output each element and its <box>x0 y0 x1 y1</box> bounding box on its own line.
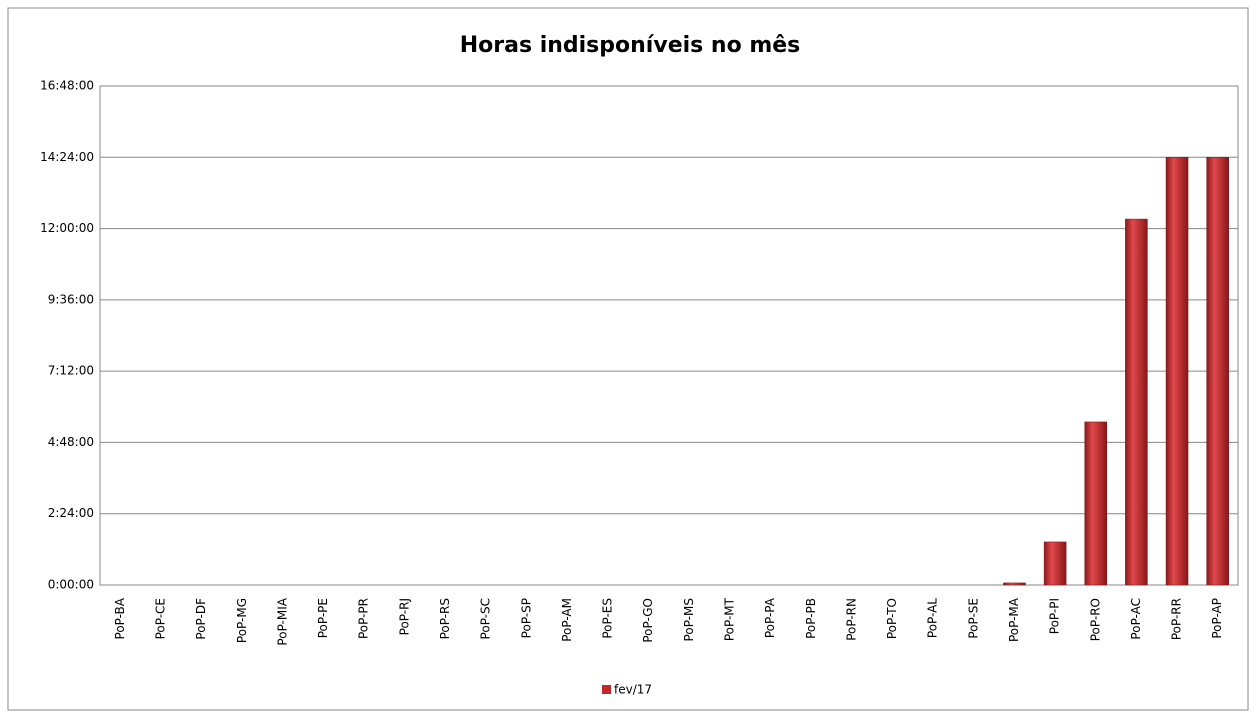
x-tick-label: PoP-MG <box>235 598 249 643</box>
bar <box>1084 421 1107 586</box>
x-tick-label: PoP-ES <box>601 598 615 639</box>
x-tick-label: PoP-BA <box>113 597 127 639</box>
x-tick-label: PoP-PB <box>804 598 818 639</box>
x-tick-label: PoP-SC <box>479 598 493 639</box>
y-tick-label: 9:36:00 <box>48 292 94 306</box>
legend-label: fev/17 <box>614 683 652 697</box>
y-tick-label: 0:00:00 <box>48 578 94 592</box>
x-tick-label: PoP-SE <box>966 598 980 639</box>
x-tick-label: PoP-GO <box>641 598 655 643</box>
bar <box>1003 582 1026 586</box>
bar <box>1043 541 1067 586</box>
legend-swatch <box>602 685 611 694</box>
x-tick-label: PoP-PR <box>357 598 371 639</box>
y-tick-label: 12:00:00 <box>40 221 94 235</box>
x-tick-label: PoP-AL <box>926 598 940 638</box>
x-tick-label: PoP-TO <box>885 598 899 639</box>
y-tick-label: 2:24:00 <box>48 506 94 520</box>
x-tick-label: PoP-MS <box>682 598 696 641</box>
x-tick-label: PoP-RS <box>438 598 452 639</box>
x-tick-label: PoP-CE <box>153 598 167 639</box>
x-tick-label: PoP-RN <box>844 598 858 641</box>
bar <box>1125 218 1148 586</box>
x-tick-label: PoP-PA <box>763 597 777 638</box>
x-tick-label: PoP-AP <box>1210 598 1224 639</box>
x-tick-label: PoP-RJ <box>397 598 411 635</box>
y-tick-label: 7:12:00 <box>48 364 94 378</box>
y-tick-label: 16:48:00 <box>40 79 94 93</box>
x-tick-label: PoP-RO <box>1088 598 1102 641</box>
y-tick-label: 14:24:00 <box>40 150 94 164</box>
bar <box>1206 157 1229 586</box>
bar <box>1165 157 1189 586</box>
x-tick-label: PoP-SP <box>519 598 533 638</box>
x-tick-label: PoP-MIA <box>275 597 289 645</box>
x-tick-label: PoP-AM <box>560 598 574 642</box>
chart-frame <box>7 7 1249 711</box>
x-tick-label: PoP-RR <box>1170 598 1184 640</box>
x-tick-label: PoP-DF <box>194 598 208 640</box>
chart-title: Horas indisponíveis no mês <box>460 33 801 58</box>
x-tick-label: PoP-AC <box>1129 598 1143 640</box>
y-tick-label: 4:48:00 <box>48 435 94 449</box>
x-tick-label: PoP-PE <box>316 598 330 638</box>
x-tick-label: PoP-MT <box>722 597 736 641</box>
x-tick-label: PoP-MA <box>1007 597 1021 642</box>
x-tick-label: PoP-PI <box>1048 598 1062 634</box>
